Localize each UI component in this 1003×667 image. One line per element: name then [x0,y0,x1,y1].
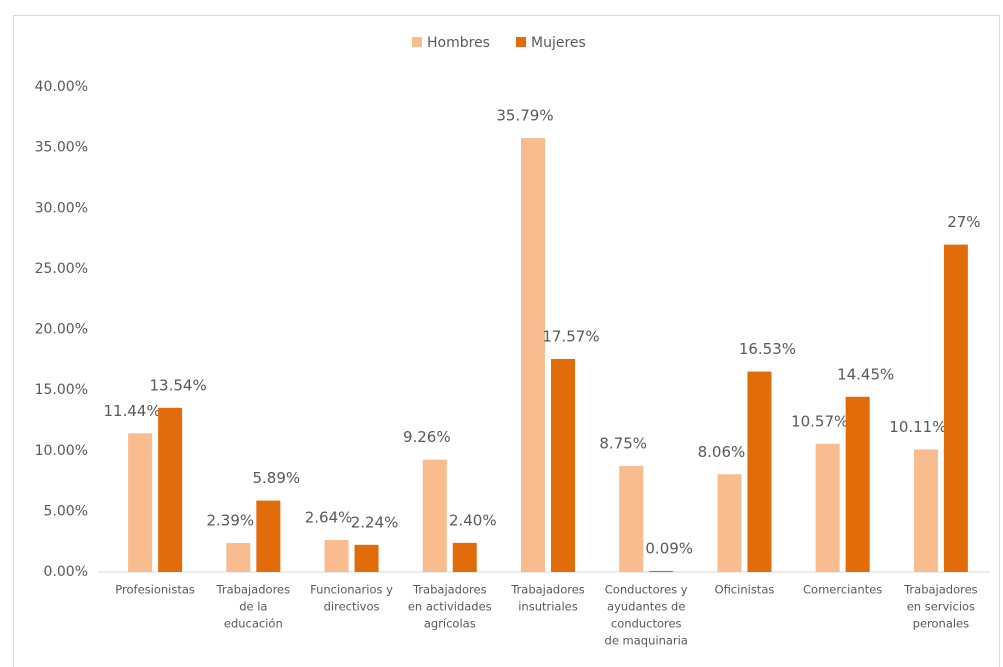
value-label: 2.39% [207,512,255,530]
bar [158,407,183,572]
x-tick-label: educación [224,617,283,631]
bar [422,459,447,572]
bar [226,543,251,572]
x-tick-label: Trabajadores [510,583,585,597]
bar [551,358,575,572]
bar [324,539,349,572]
x-tick-label: directivos [324,600,380,614]
value-label: 2.64% [305,508,353,526]
bar [747,371,772,572]
bar [649,570,674,572]
x-tick-label: en actividades [408,600,492,614]
value-label: 13.54% [150,376,207,394]
bar [845,396,870,572]
bar [913,449,938,572]
value-label: 9.26% [403,428,451,446]
x-tick-label: Conductores y [605,583,688,597]
value-label: 2.24% [351,513,399,531]
y-tick-label: 30.00% [35,200,88,216]
bar [717,474,742,572]
value-label: 16.53% [739,340,796,358]
legend-swatch [412,37,422,47]
legend-swatch [516,37,526,47]
x-tick-label: Oficinistas [715,583,775,597]
value-label: 5.89% [253,469,301,487]
x-tick-label: peronales [913,617,969,631]
legend-label: Mujeres [531,35,586,51]
bar [521,138,545,572]
value-label: 10.11% [889,418,946,436]
y-tick-label: 0.00% [44,564,88,580]
value-label: 11.44% [104,402,161,420]
x-tick-label: insutriales [518,600,578,614]
y-tick-label: 5.00% [44,503,88,519]
value-label: 17.57% [542,327,599,345]
x-tick-label: ayudantes de [607,600,685,614]
value-label: 14.45% [837,365,894,383]
y-tick-label: 10.00% [35,443,88,459]
x-tick-label: de la [239,600,267,614]
value-label: 0.09% [645,539,693,557]
legend-label: Hombres [427,35,490,51]
bar [815,443,840,572]
x-tick-label: Funcionarios y [310,583,393,597]
value-label: 10.57% [791,412,848,430]
y-tick-label: 35.00% [35,140,88,156]
bar [128,433,153,572]
y-tick-label: 20.00% [35,322,88,338]
y-tick-label: 15.00% [35,382,88,398]
bar [452,542,477,572]
x-tick-label: de maquinaria [605,634,688,648]
x-tick-label: Comerciantes [803,583,882,597]
y-tick-label: 25.00% [35,261,88,277]
x-tick-label: Trabajadores [216,583,291,597]
bar [619,465,644,572]
x-tick-label: en servicios [907,600,975,614]
value-label: 8.75% [599,434,647,452]
x-tick-label: Profesionistas [115,583,195,597]
chart-frame [13,15,1000,667]
y-tick-label: 40.00% [35,79,88,95]
x-tick-label: Trabajadores [903,583,978,597]
x-tick-label: agrícolas [424,617,476,631]
bar [354,544,379,572]
bar [256,500,281,572]
value-label: 8.06% [698,443,746,461]
x-tick-label: Trabajadores [412,583,487,597]
value-label: 27% [947,213,980,231]
value-label: 2.40% [449,511,497,529]
x-tick-label: conductores [611,617,682,631]
bar [943,244,968,572]
value-label: 35.79% [496,107,553,125]
